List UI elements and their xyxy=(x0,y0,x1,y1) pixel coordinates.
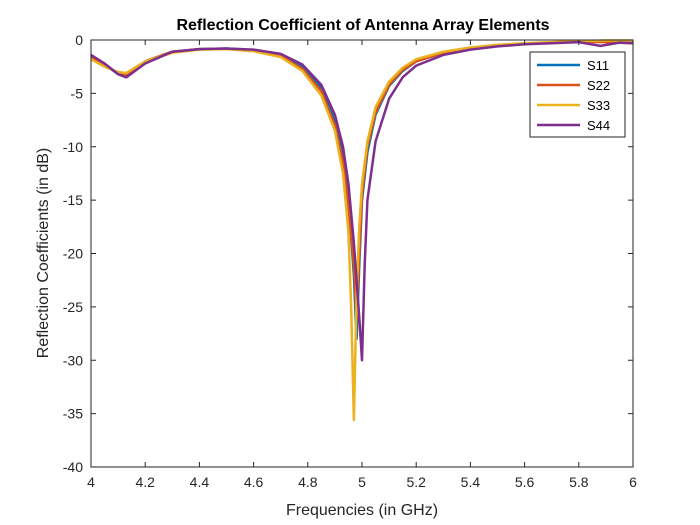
y-axis-title: Reflection Coefficients (in dB) xyxy=(35,148,52,358)
x-axis-title: Frequencies (in GHz) xyxy=(286,502,438,519)
y-tick-label: -5 xyxy=(71,85,84,101)
legend-label-s22: S22 xyxy=(587,78,610,93)
y-tick-label: -40 xyxy=(63,459,83,475)
x-tick-label: 5 xyxy=(358,474,366,490)
x-tick-label: 5.6 xyxy=(515,474,535,490)
y-tick-label: -30 xyxy=(63,352,83,368)
y-tick-label: -25 xyxy=(63,299,83,315)
x-tick-label: 5.8 xyxy=(569,474,589,490)
x-tick-label: 4.8 xyxy=(298,474,318,490)
chart-title: Reflection Coefficient of Antenna Array … xyxy=(176,17,549,34)
x-axis-ticks: 4 4.2 4.4 4.6 4.8 5 5.2 5.4 5.6 5.8 6 xyxy=(87,40,637,490)
series-group xyxy=(90,39,634,422)
legend-label-s33: S33 xyxy=(587,98,610,113)
x-tick-label: 4.2 xyxy=(135,474,155,490)
y-tick-label: 0 xyxy=(75,32,83,48)
x-tick-label: 5.4 xyxy=(461,474,481,490)
x-tick-label: 4.6 xyxy=(244,474,264,490)
x-tick-label: 5.2 xyxy=(406,474,426,490)
y-axis-ticks: 0 -5 -10 -15 -20 -25 -30 -35 -40 xyxy=(63,32,633,475)
y-tick-label: -35 xyxy=(63,406,83,422)
legend-label-s44: S44 xyxy=(587,118,610,133)
x-tick-label: 4.4 xyxy=(190,474,210,490)
y-tick-label: -20 xyxy=(63,246,83,262)
legend: S11 S22 S33 S44 xyxy=(529,51,626,138)
x-tick-label: 6 xyxy=(629,474,637,490)
series-line-s44 xyxy=(90,40,634,362)
y-tick-label: -15 xyxy=(63,192,83,208)
y-tick-label: -10 xyxy=(63,139,83,155)
x-tick-label: 4 xyxy=(87,474,95,490)
legend-label-s11: S11 xyxy=(587,58,609,73)
